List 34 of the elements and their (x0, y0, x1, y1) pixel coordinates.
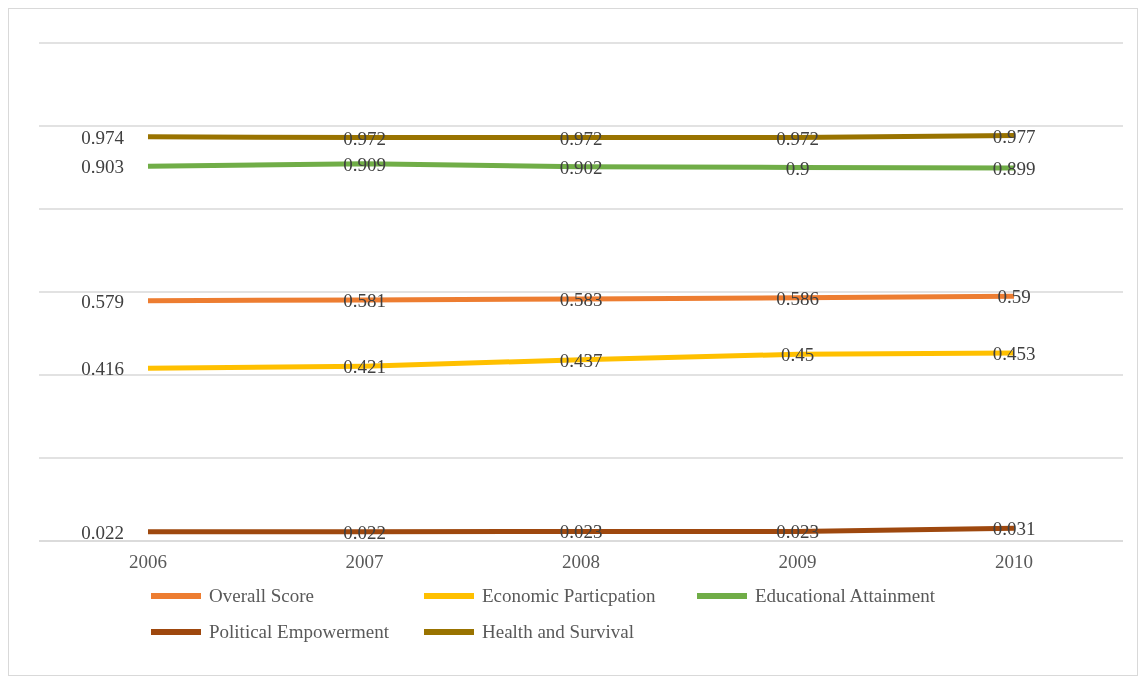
data-label: 0.581 (343, 289, 386, 311)
data-label: 0.909 (343, 153, 386, 175)
data-label: 0.023 (559, 521, 603, 543)
legend-label: Economic Particpation (482, 585, 656, 607)
data-label: 0.972 (559, 127, 603, 149)
data-label: 0.974 (81, 126, 125, 148)
legend-label: Overall Score (209, 585, 314, 607)
data-label: 0.899 (992, 157, 1036, 179)
x-tick-label: 2006 (129, 551, 167, 573)
data-label: 0.977 (992, 125, 1036, 147)
legend-label: Educational Attainment (755, 585, 935, 607)
data-label: 0.902 (559, 156, 603, 178)
data-label: 0.031 (992, 518, 1036, 540)
legend-label: Political Empowerment (209, 621, 389, 643)
data-label: 0.022 (81, 521, 124, 543)
x-tick-label: 2008 (562, 551, 600, 573)
data-label: 0.416 (81, 358, 124, 380)
data-label: 0.972 (776, 127, 819, 149)
data-label: 0.453 (992, 343, 1036, 365)
legend-label: Health and Survival (482, 621, 634, 643)
data-label: 0.437 (559, 349, 603, 371)
data-label: 0.022 (343, 521, 386, 543)
data-label: 0.023 (776, 521, 819, 543)
data-label: 0.583 (559, 289, 603, 311)
data-label: 0.9 (785, 157, 810, 179)
data-label: 0.903 (81, 156, 124, 178)
data-label: 0.45 (780, 344, 815, 366)
data-label: 0.972 (343, 127, 386, 149)
data-label: 0.59 (997, 286, 1031, 308)
x-tick-label: 2009 (778, 551, 817, 573)
data-label: 0.421 (343, 356, 386, 378)
data-label: 0.579 (81, 290, 124, 312)
x-tick-label: 2007 (345, 551, 384, 573)
x-tick-label: 2010 (995, 551, 1033, 573)
